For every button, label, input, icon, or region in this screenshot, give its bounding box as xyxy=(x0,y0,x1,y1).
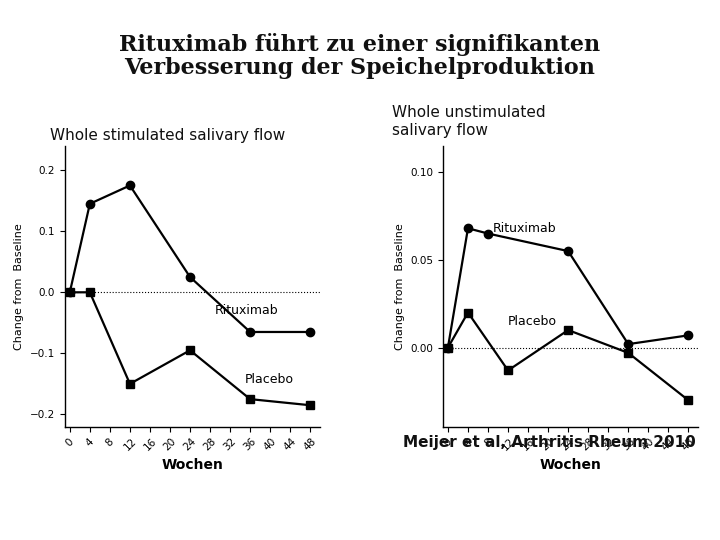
Text: MHH  Klinik für Immunologie
und Rheumatologie: MHH Klinik für Immunologie und Rheumatol… xyxy=(544,509,703,530)
Text: Meijer et al, Arthritis Rheum 2010: Meijer et al, Arthritis Rheum 2010 xyxy=(403,435,696,450)
Y-axis label: Change from  Baseline: Change from Baseline xyxy=(395,223,405,349)
Text: Whole stimulated salivary flow: Whole stimulated salivary flow xyxy=(50,128,286,143)
X-axis label: Wochen: Wochen xyxy=(540,458,602,472)
Text: Placebo: Placebo xyxy=(508,315,557,328)
Text: www.mh-hannover.de/kir.html: www.mh-hannover.de/kir.html xyxy=(36,515,204,525)
Y-axis label: Change from  Baseline: Change from Baseline xyxy=(14,223,24,349)
X-axis label: Wochen: Wochen xyxy=(161,458,223,472)
Text: Verbesserung der Speichelproduktion: Verbesserung der Speichelproduktion xyxy=(125,57,595,79)
Text: Rituximab: Rituximab xyxy=(493,222,557,235)
Text: Placebo: Placebo xyxy=(245,373,294,386)
Text: Whole unstimulated
salivary flow: Whole unstimulated salivary flow xyxy=(392,105,546,138)
Text: Rituximab: Rituximab xyxy=(215,303,279,316)
Text: Rituximab führt zu einer signifikanten: Rituximab führt zu einer signifikanten xyxy=(120,33,600,57)
Text: MHH: MHH xyxy=(504,511,541,525)
